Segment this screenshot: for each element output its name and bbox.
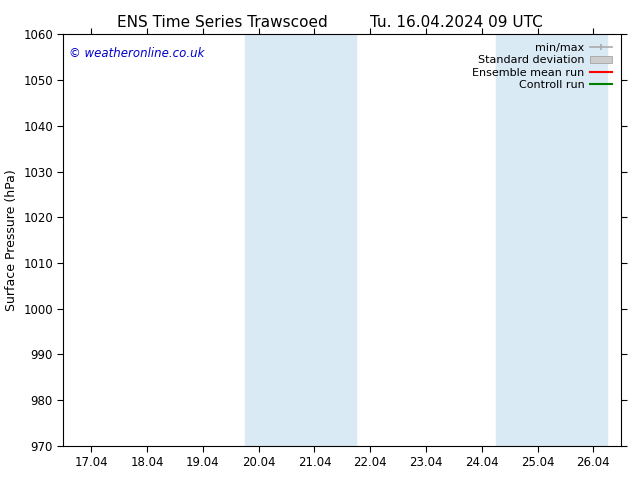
Y-axis label: Surface Pressure (hPa): Surface Pressure (hPa) (4, 169, 18, 311)
Text: ENS Time Series Trawscoed: ENS Time Series Trawscoed (117, 15, 327, 30)
Text: © weatheronline.co.uk: © weatheronline.co.uk (69, 47, 204, 60)
Legend: min/max, Standard deviation, Ensemble mean run, Controll run: min/max, Standard deviation, Ensemble me… (469, 40, 616, 93)
Bar (496, 34, 607, 446)
Bar (245, 34, 356, 446)
Text: Tu. 16.04.2024 09 UTC: Tu. 16.04.2024 09 UTC (370, 15, 543, 30)
